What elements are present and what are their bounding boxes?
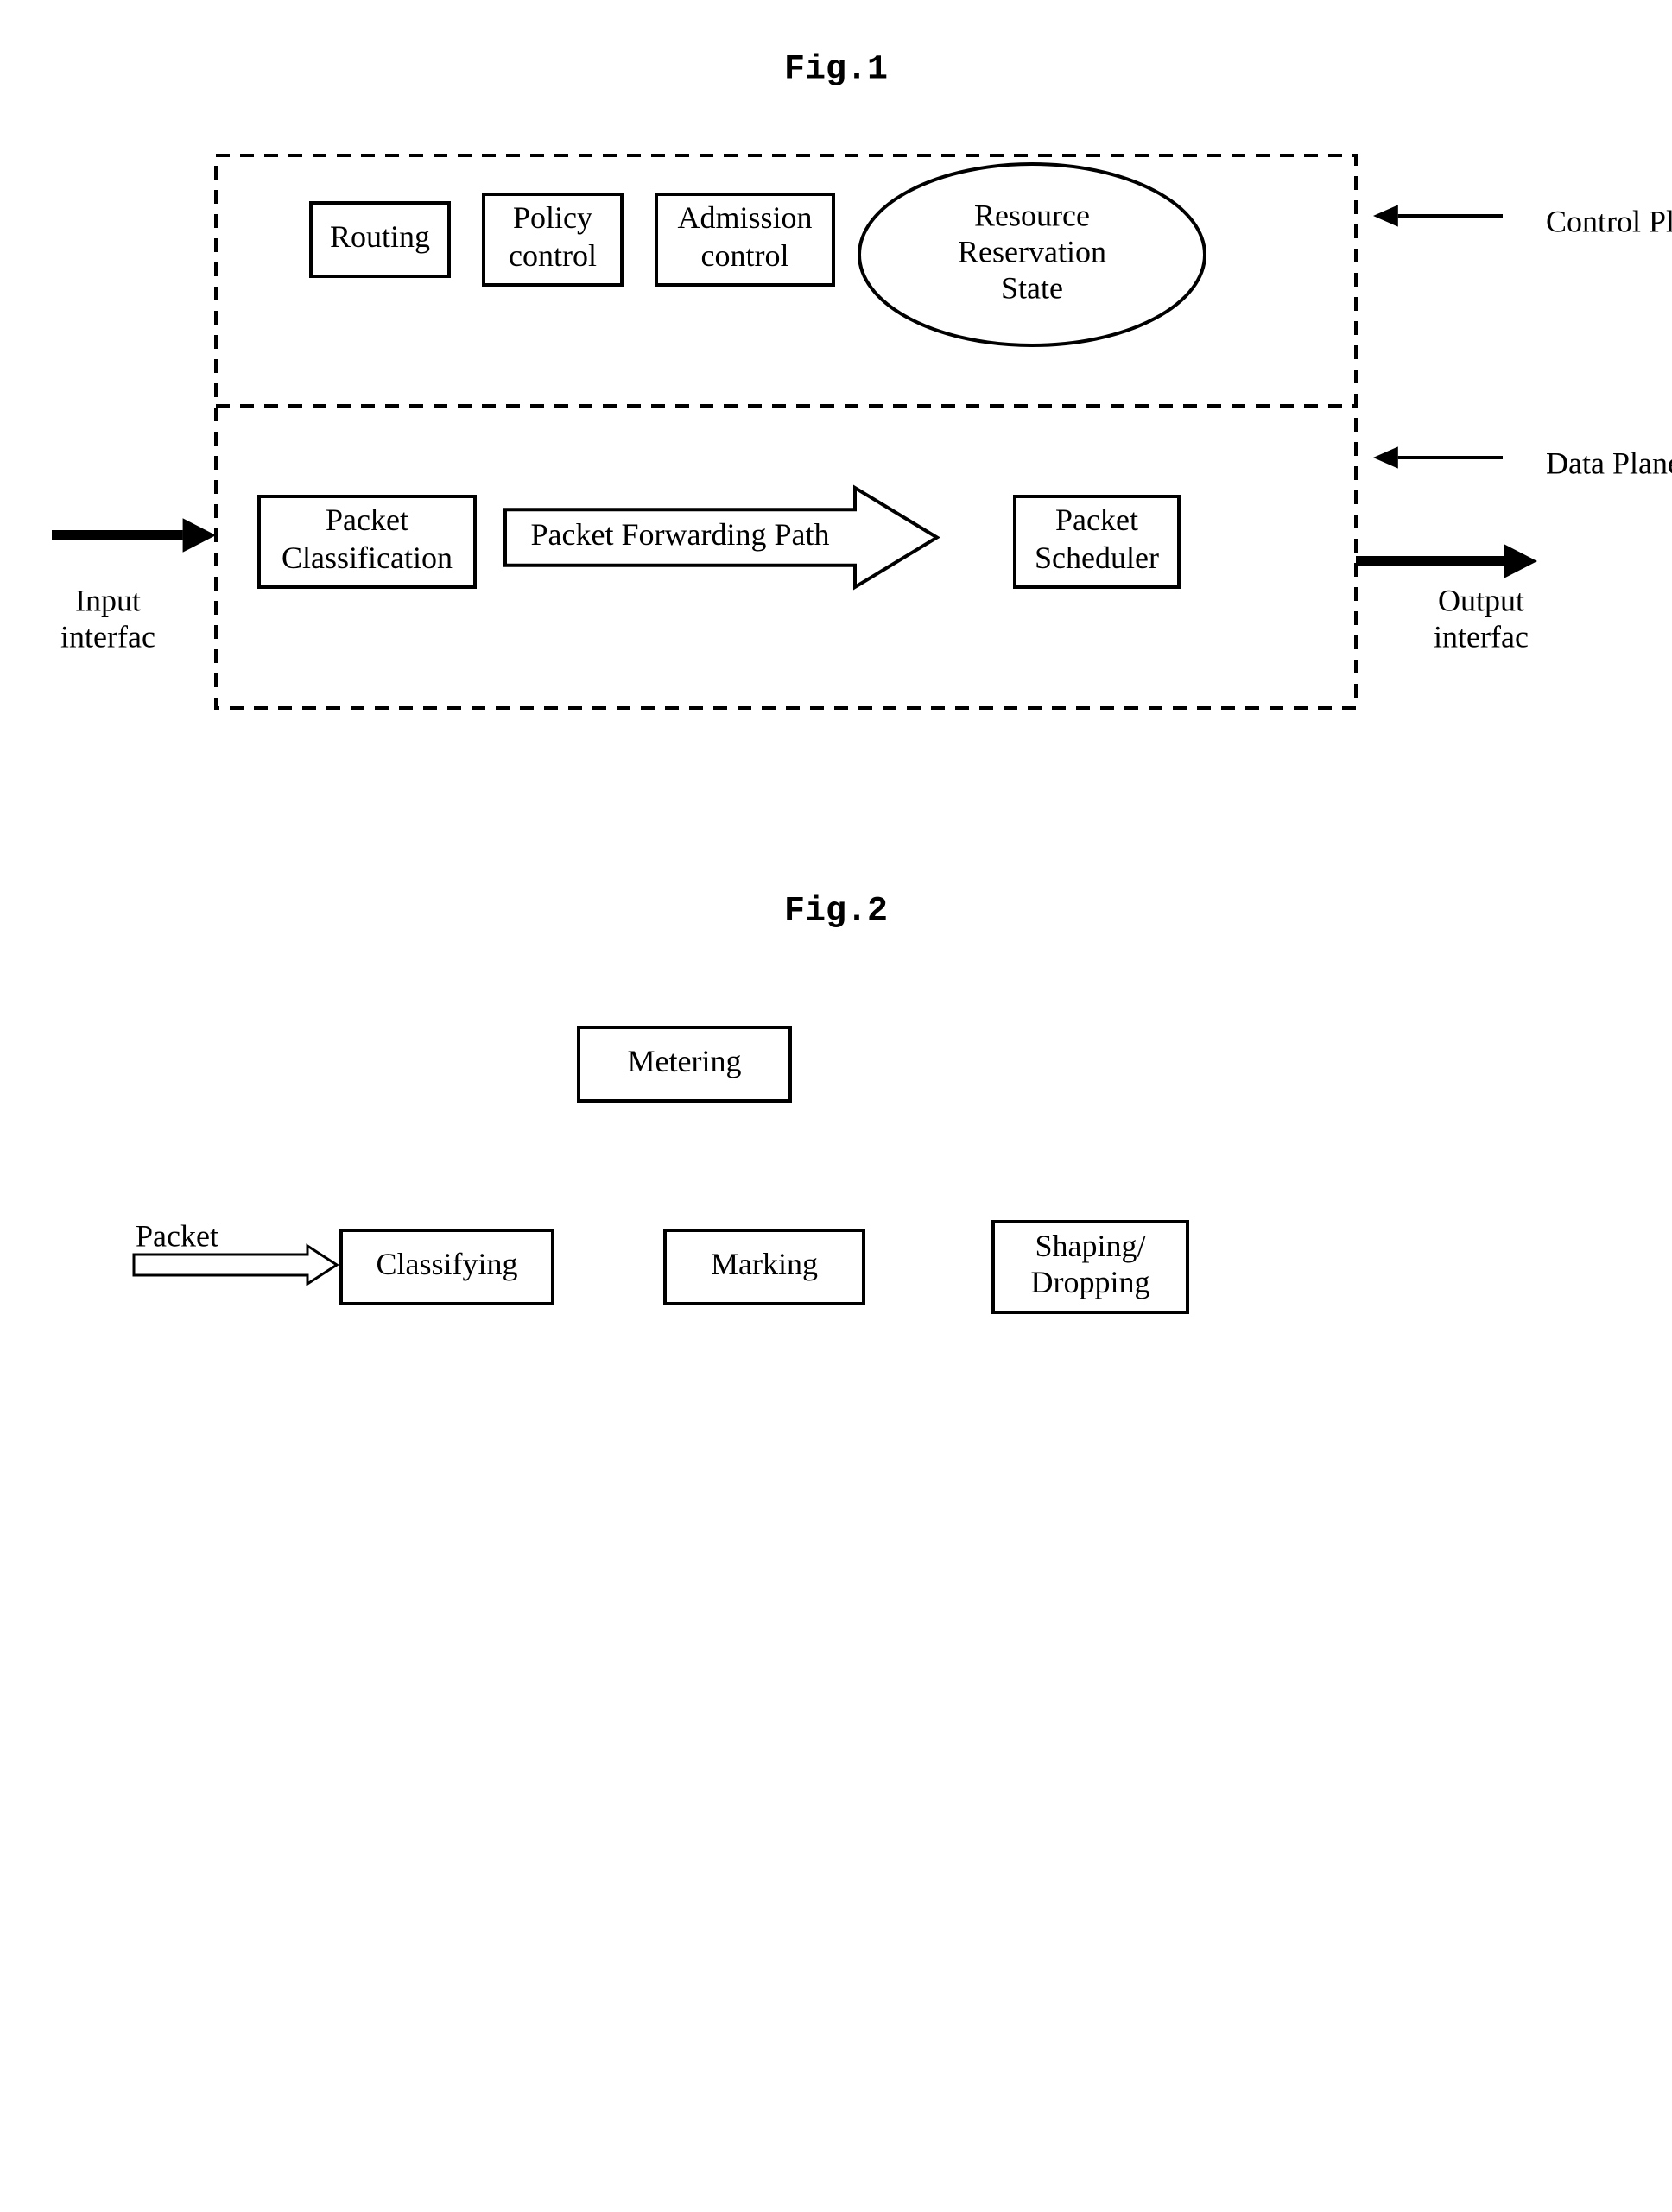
fig1-input-arrow-head [183, 518, 216, 553]
fig1-admission-box-label: control [701, 238, 789, 273]
fig1-packet-class-box-label: Packet [326, 502, 408, 537]
fig1-data-plane-label: Data Plane [1546, 446, 1672, 480]
fig1-input-label: Input [75, 583, 141, 617]
fig2-classifying-box-label: Classifying [376, 1247, 517, 1281]
fig2-packet-label: Packet [136, 1218, 218, 1253]
fig1-packet-class-box-label: Classification [282, 540, 453, 575]
fig1-control-plane-arrow-head [1373, 205, 1398, 226]
fig2-title: Fig.2 [784, 893, 888, 932]
fig1-packet-sched-box-label: Scheduler [1035, 540, 1159, 575]
fig1-policy-box-label: control [509, 238, 597, 273]
fig2-metering-box-label: Metering [628, 1044, 742, 1078]
fig1-control-plane-label: Control Plane [1546, 204, 1672, 238]
fig1-routing-box-label: Routing [330, 219, 430, 254]
fig2-shaping-box-label: Dropping [1031, 1265, 1150, 1299]
fig1-resource-label: Resource [974, 198, 1090, 232]
fig1-resource-label: State [1001, 270, 1063, 305]
fig1-title: Fig.1 [784, 51, 888, 90]
fig1-resource-label: Reservation [958, 234, 1106, 269]
fig1-output-label: Output [1438, 583, 1524, 617]
fig2-shaping-box-label: Shaping/ [1035, 1229, 1145, 1263]
fig2-marking-box-label: Marking [711, 1247, 818, 1281]
fig1-output-arrow-head [1504, 544, 1537, 578]
fig1-packet-sched-box-label: Packet [1055, 502, 1138, 537]
fig1-output-label: interfac [1434, 619, 1529, 654]
fig1-data-plane-arrow-head [1373, 446, 1398, 468]
fig1-fwd-arrow-label: Packet Forwarding Path [531, 517, 830, 552]
fig1-policy-box-label: Policy [513, 200, 592, 235]
fig1-input-label: interfac [60, 619, 155, 654]
fig1-admission-box-label: Admission [677, 200, 812, 235]
